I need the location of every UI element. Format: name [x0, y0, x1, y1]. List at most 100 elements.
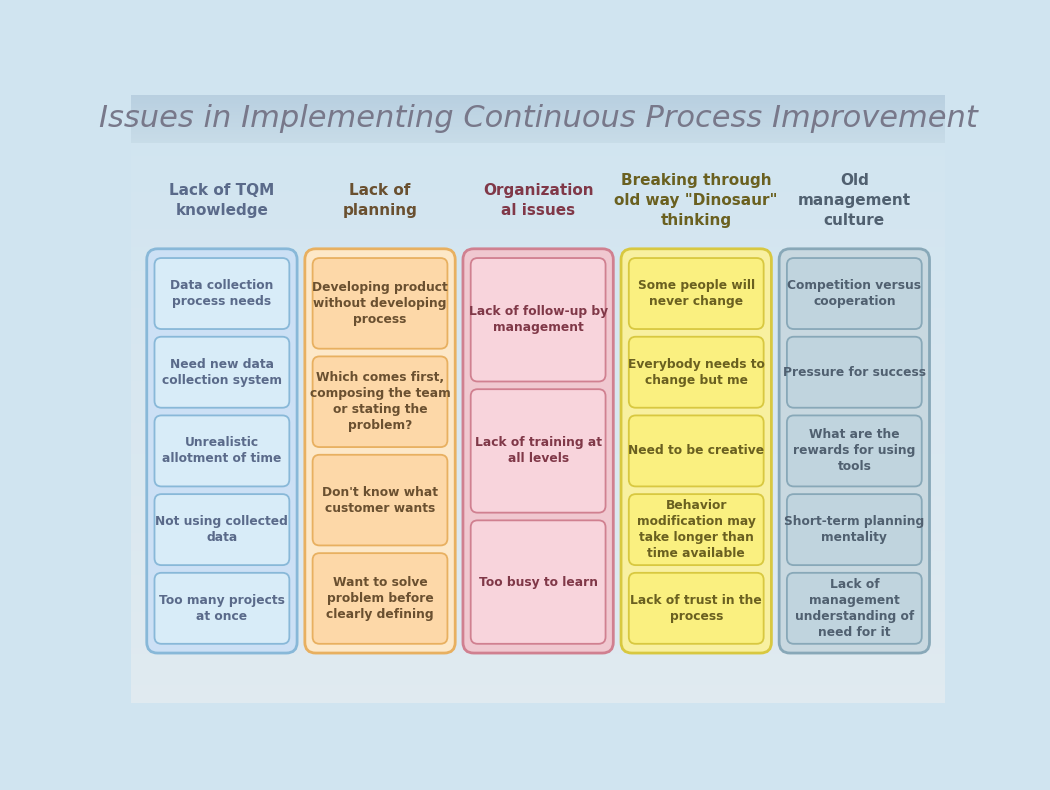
Bar: [131, 545, 945, 551]
Text: Which comes first,
composing the team
or stating the
problem?: Which comes first, composing the team or…: [310, 371, 450, 432]
Bar: [131, 302, 945, 307]
FancyBboxPatch shape: [313, 553, 447, 644]
FancyBboxPatch shape: [470, 389, 606, 513]
Text: Unrealistic
allotment of time: Unrealistic allotment of time: [163, 436, 281, 465]
Bar: [131, 119, 945, 125]
Bar: [131, 246, 945, 253]
Bar: [131, 472, 945, 478]
Bar: [131, 127, 945, 128]
Text: Breaking through
old way "Dinosaur"
thinking: Breaking through old way "Dinosaur" thin…: [614, 173, 778, 228]
Text: Too busy to learn: Too busy to learn: [479, 576, 597, 589]
FancyBboxPatch shape: [786, 258, 922, 329]
Bar: [131, 113, 945, 119]
Text: Short-term planning
mentality: Short-term planning mentality: [784, 515, 924, 544]
Bar: [131, 124, 945, 125]
Bar: [131, 141, 945, 142]
Bar: [131, 180, 945, 186]
Text: Lack of
planning: Lack of planning: [342, 183, 418, 218]
FancyBboxPatch shape: [154, 573, 290, 644]
Bar: [131, 241, 945, 246]
Bar: [131, 332, 945, 338]
Bar: [131, 110, 945, 111]
FancyBboxPatch shape: [313, 258, 447, 348]
Bar: [131, 216, 945, 223]
Bar: [131, 134, 945, 135]
Bar: [131, 113, 945, 114]
FancyBboxPatch shape: [786, 337, 922, 408]
Bar: [131, 679, 945, 685]
Bar: [131, 101, 945, 102]
Bar: [131, 295, 945, 302]
Bar: [131, 133, 945, 134]
Text: Lack of follow-up by
management: Lack of follow-up by management: [468, 305, 608, 334]
FancyBboxPatch shape: [154, 416, 290, 487]
Bar: [131, 128, 945, 129]
Bar: [131, 118, 945, 119]
Bar: [131, 112, 945, 113]
Bar: [131, 374, 945, 381]
Bar: [131, 97, 945, 98]
Bar: [131, 101, 945, 107]
FancyBboxPatch shape: [629, 337, 763, 408]
Text: Old
management
culture: Old management culture: [798, 173, 911, 228]
Bar: [131, 654, 945, 660]
Bar: [131, 235, 945, 241]
Bar: [131, 265, 945, 271]
FancyBboxPatch shape: [313, 356, 447, 447]
Bar: [131, 106, 945, 107]
Bar: [131, 116, 945, 117]
Bar: [131, 139, 945, 140]
Bar: [131, 344, 945, 350]
Bar: [131, 600, 945, 606]
Bar: [131, 137, 945, 144]
FancyBboxPatch shape: [154, 258, 290, 329]
Bar: [131, 606, 945, 611]
Bar: [131, 387, 945, 393]
Bar: [131, 417, 945, 423]
Text: Lack of training at
all levels: Lack of training at all levels: [475, 436, 602, 465]
Bar: [131, 117, 945, 118]
Bar: [131, 442, 945, 448]
FancyBboxPatch shape: [629, 258, 763, 329]
Text: Need new data
collection system: Need new data collection system: [162, 358, 281, 387]
Bar: [131, 435, 945, 442]
Bar: [131, 126, 945, 127]
Text: Don't know what
customer wants: Don't know what customer wants: [322, 486, 438, 514]
Bar: [131, 107, 945, 113]
Text: Behavior
modification may
take longer than
time available: Behavior modification may take longer th…: [636, 499, 756, 560]
Bar: [131, 98, 945, 99]
Bar: [131, 575, 945, 581]
Bar: [131, 478, 945, 484]
Bar: [131, 667, 945, 673]
Bar: [131, 119, 945, 120]
Bar: [131, 611, 945, 618]
Bar: [131, 125, 945, 131]
Bar: [131, 121, 945, 122]
Bar: [131, 423, 945, 430]
Bar: [131, 111, 945, 112]
Bar: [131, 104, 945, 105]
Bar: [131, 114, 945, 115]
Bar: [131, 135, 945, 136]
Bar: [131, 453, 945, 460]
Text: Organization
al issues: Organization al issues: [483, 183, 593, 218]
Bar: [131, 307, 945, 314]
Bar: [131, 381, 945, 387]
FancyBboxPatch shape: [313, 455, 447, 545]
Bar: [131, 100, 945, 101]
FancyBboxPatch shape: [154, 337, 290, 408]
FancyBboxPatch shape: [470, 521, 606, 644]
Bar: [131, 109, 945, 110]
Bar: [131, 125, 945, 126]
Text: Issues in Implementing Continuous Process Improvement: Issues in Implementing Continuous Proces…: [99, 104, 978, 134]
Bar: [131, 99, 945, 100]
Bar: [131, 649, 945, 654]
FancyBboxPatch shape: [629, 416, 763, 487]
Text: Competition versus
cooperation: Competition versus cooperation: [788, 279, 921, 308]
Bar: [131, 624, 945, 630]
Bar: [131, 496, 945, 502]
Bar: [131, 581, 945, 588]
FancyBboxPatch shape: [621, 249, 772, 653]
Bar: [131, 284, 945, 289]
Text: Everybody needs to
change but me: Everybody needs to change but me: [628, 358, 764, 387]
